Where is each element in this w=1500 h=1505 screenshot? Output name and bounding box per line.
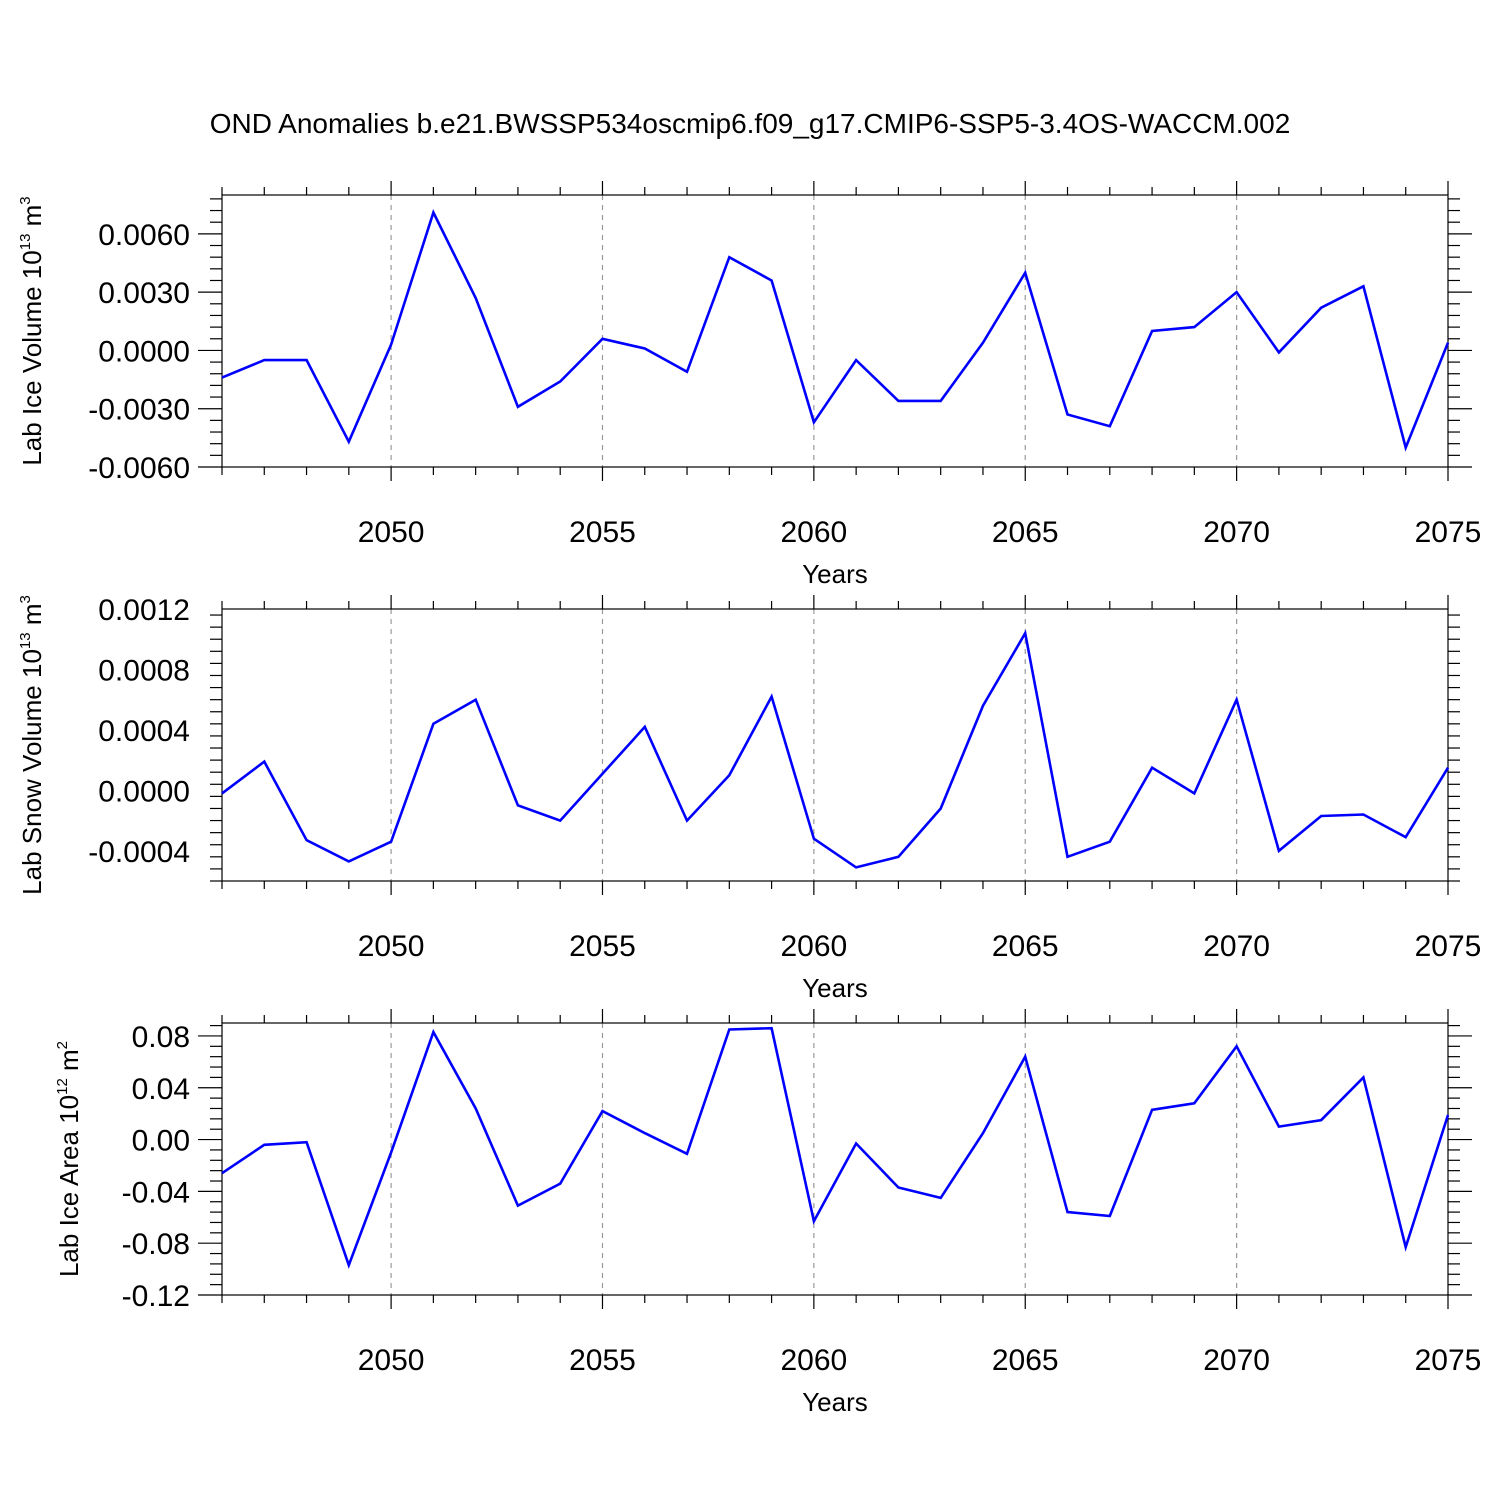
x-tick-label: 2060 [780, 516, 847, 549]
y-tick-label: 0.08 [132, 1021, 190, 1054]
panel-2: 2050 2055 2060 2065 2070 2075 -0.0004 0.0000 0.0… [17, 594, 1481, 1003]
y-tick-label: 0.0004 [98, 715, 190, 748]
y-tick-label: -0.12 [122, 1280, 190, 1313]
y-axis-title: Lab Ice Area 1012 m2 [54, 1041, 84, 1277]
y-tick-label: 0.04 [132, 1073, 190, 1106]
y-tick-label: 0.0060 [98, 219, 190, 252]
x-tick-label: 2065 [992, 516, 1059, 549]
y-tick-label: 0.0030 [98, 277, 190, 310]
x-axis-title: Years [802, 1387, 868, 1417]
chart-title: OND Anomalies b.e21.BWSSP534oscmip6.f09_… [210, 108, 1291, 139]
x-tick-label: 2055 [569, 1344, 636, 1377]
x-tick-label: 2065 [992, 930, 1059, 963]
y-tick-label: 0.0008 [98, 654, 190, 687]
x-tick-label: 2050 [358, 1344, 425, 1377]
y-axis-title: Lab Snow Volume 1013 m3 [17, 595, 47, 895]
plot-frame [222, 609, 1448, 881]
x-tick-label: 2050 [358, 930, 425, 963]
y-tick-label: -0.0030 [88, 394, 190, 427]
x-axis-title: Years [802, 973, 868, 1003]
x-tick-label: 2060 [780, 1344, 847, 1377]
x-tick-label: 2075 [1415, 930, 1482, 963]
chart-panels: 2050 2055 2060 2065 2070 2075 -0.0060 -0.0030 0.… [17, 181, 1481, 1417]
y-tick-label: -0.0060 [88, 452, 190, 485]
x-tick-label: 2055 [569, 516, 636, 549]
data-line [222, 213, 1448, 448]
y-tick-label: -0.08 [122, 1228, 190, 1261]
y-axis-title: Lab Ice Volume 1013 m3 [17, 196, 47, 465]
x-tick-label: 2075 [1415, 516, 1482, 549]
panel-1: 2050 2055 2060 2065 2070 2075 -0.0060 -0.0030 0.… [17, 181, 1481, 589]
y-tick-label: -0.0004 [88, 836, 190, 869]
x-tick-label: 2065 [992, 1344, 1059, 1377]
x-axis-title: Years [802, 559, 868, 589]
x-tick-label: 2070 [1203, 1344, 1270, 1377]
x-tick-label: 2070 [1203, 930, 1270, 963]
x-tick-label: 2055 [569, 930, 636, 963]
data-line [222, 1028, 1448, 1265]
y-tick-label: 0.0000 [98, 775, 190, 808]
y-tick-label: 0.00 [132, 1125, 190, 1158]
x-tick-label: 2070 [1203, 516, 1270, 549]
plot-frame [222, 1023, 1448, 1295]
y-tick-label: 0.0000 [98, 335, 190, 368]
y-tick-label: 0.0012 [98, 594, 190, 627]
panel-3: 2050 2055 2060 2065 2070 2075 -0.12 -0.08 -0.04 0… [54, 1009, 1481, 1417]
y-tick-label: -0.04 [122, 1176, 190, 1209]
x-tick-label: 2075 [1415, 1344, 1482, 1377]
x-tick-label: 2050 [358, 516, 425, 549]
x-tick-label: 2060 [780, 930, 847, 963]
data-line [222, 633, 1448, 867]
